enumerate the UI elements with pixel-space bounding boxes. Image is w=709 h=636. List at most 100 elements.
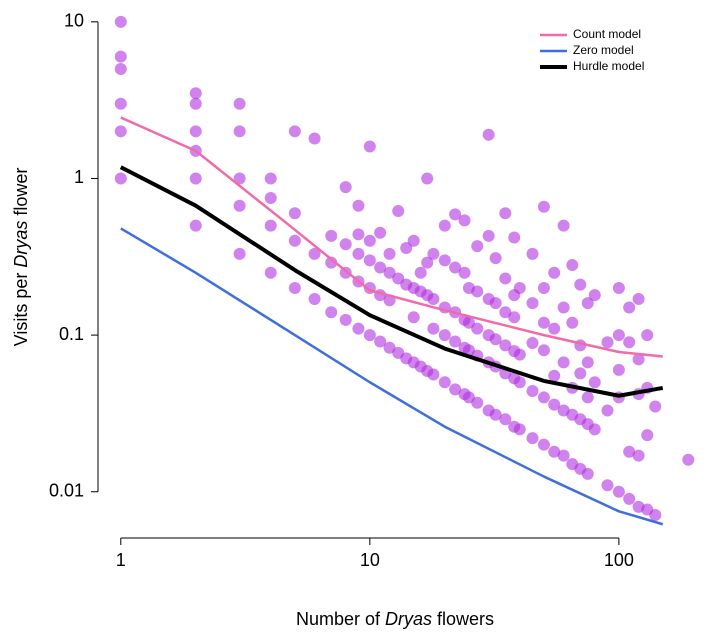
scatter-point <box>363 254 376 267</box>
scatter-point <box>601 479 614 492</box>
scatter-point <box>339 181 352 194</box>
scatter-point <box>407 234 420 247</box>
scatter-point <box>499 207 512 220</box>
scatter-point <box>449 383 462 396</box>
scatter-point <box>581 356 594 369</box>
scatter-point <box>114 172 127 185</box>
scatter-point <box>462 316 475 329</box>
scatter-point <box>557 219 570 232</box>
scatter-point <box>471 285 484 298</box>
scatter-point <box>482 128 495 141</box>
scatter-point <box>548 266 561 279</box>
model-line <box>120 116 663 358</box>
legend-label: Zero model <box>573 43 634 57</box>
scatter-point <box>588 376 601 389</box>
scatter-point <box>114 15 127 28</box>
scatter-point <box>526 247 539 260</box>
scatter-point <box>641 329 654 342</box>
scatter-point <box>363 234 376 247</box>
scatter-point <box>557 356 570 369</box>
scatter-point <box>623 336 636 349</box>
scatter-point <box>427 368 440 381</box>
scatter-point <box>499 413 512 426</box>
scatter-point <box>566 259 579 272</box>
scatter-point <box>339 313 352 326</box>
legend-label: Count model <box>573 27 641 41</box>
y-tick-label: 10 <box>64 11 84 31</box>
scatter-point <box>421 172 434 185</box>
scatter-point <box>407 311 420 324</box>
scatter-point <box>601 336 614 349</box>
scatter-point <box>458 266 471 279</box>
scatter-point <box>352 322 365 335</box>
scatter-point <box>499 339 512 352</box>
scatter-point <box>632 293 645 306</box>
scatter-point <box>632 353 645 366</box>
scatter-point <box>537 344 550 357</box>
scatter-point <box>623 301 636 314</box>
scatter-point <box>499 272 512 285</box>
scatter-point <box>574 367 587 380</box>
scatter-point <box>458 214 471 227</box>
scatter-point <box>288 125 301 138</box>
scatter-point <box>581 297 594 310</box>
scatter-point <box>649 509 662 522</box>
scatter-point <box>114 125 127 138</box>
scatter-point <box>189 125 202 138</box>
scatter-point <box>264 266 277 279</box>
model-line <box>120 227 664 526</box>
scatter-point <box>383 341 396 354</box>
scatter-point <box>233 199 246 212</box>
scatter-point <box>438 376 451 389</box>
scatter-point <box>339 238 352 251</box>
scatter-point <box>288 207 301 220</box>
scatter-point <box>632 449 645 462</box>
scatter-point <box>114 97 127 110</box>
scatter-point <box>189 219 202 232</box>
scatter-point <box>471 322 484 335</box>
y-axis-label: Visits per Dryas flower <box>11 168 31 347</box>
scatter-point <box>308 247 321 260</box>
x-axis-label: Number of Dryas flowers <box>296 609 494 629</box>
scatter-point <box>471 396 484 409</box>
scatter-point <box>325 229 338 242</box>
scatter-point <box>421 256 434 269</box>
scatter-point <box>508 311 521 324</box>
scatter-point <box>649 400 662 413</box>
scatter-point <box>288 281 301 294</box>
scatter-point <box>537 391 550 404</box>
scatter-point <box>363 140 376 153</box>
scatter-point <box>288 234 301 247</box>
scatter-point <box>233 125 246 138</box>
scatter-point <box>449 261 462 274</box>
scatter-point <box>537 200 550 213</box>
scatter-point <box>374 226 387 239</box>
legend-label: Hurdle model <box>573 59 644 73</box>
scatter-point <box>526 297 539 310</box>
y-tick-label: 1 <box>74 167 84 187</box>
scatter-point <box>308 293 321 306</box>
scatter-point <box>612 281 625 294</box>
scatter-point <box>414 266 427 279</box>
scatter-point <box>588 289 601 302</box>
scatter-point <box>383 247 396 260</box>
scatter-point <box>352 199 365 212</box>
scatter-point <box>427 247 440 260</box>
scatter-point <box>581 467 594 480</box>
scatter-point <box>449 335 462 348</box>
model-line <box>119 165 664 398</box>
scatter-point <box>189 97 202 110</box>
scatter-point <box>363 329 376 342</box>
scatter-point <box>513 423 526 436</box>
scatter-point <box>548 398 561 411</box>
scatter-point <box>623 445 636 458</box>
scatter-point <box>489 408 502 421</box>
scatter-point <box>383 266 396 279</box>
scatter-point <box>612 329 625 342</box>
scatter-point <box>548 369 561 382</box>
scatter-point <box>612 363 625 376</box>
scatter-point <box>537 281 550 294</box>
scatter-point <box>438 254 451 267</box>
scatter-point <box>325 306 338 319</box>
